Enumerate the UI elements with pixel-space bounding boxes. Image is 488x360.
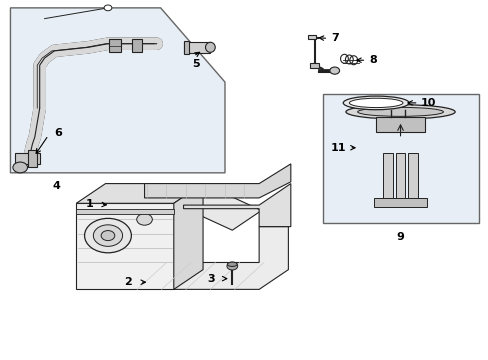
Polygon shape	[183, 184, 290, 226]
Bar	[307, 35, 315, 39]
Polygon shape	[10, 8, 224, 173]
Text: 4: 4	[53, 181, 61, 191]
Polygon shape	[127, 226, 288, 289]
Text: 7: 7	[330, 33, 338, 43]
Circle shape	[84, 219, 131, 253]
Bar	[322, 94, 478, 223]
Polygon shape	[76, 184, 203, 203]
Polygon shape	[144, 164, 290, 198]
Ellipse shape	[357, 107, 443, 116]
Bar	[375, 117, 424, 132]
Ellipse shape	[205, 42, 215, 52]
Circle shape	[329, 67, 339, 74]
Text: 1: 1	[85, 199, 93, 210]
Ellipse shape	[343, 96, 408, 110]
Ellipse shape	[345, 105, 454, 119]
Text: 2: 2	[124, 277, 132, 287]
Bar	[310, 63, 319, 68]
Circle shape	[104, 5, 112, 11]
Polygon shape	[173, 184, 261, 230]
Bar	[27, 149, 37, 167]
Bar	[407, 153, 417, 202]
Circle shape	[101, 230, 115, 240]
Circle shape	[13, 162, 27, 173]
Bar	[132, 39, 142, 52]
Text: 5: 5	[191, 59, 199, 69]
Text: 6: 6	[54, 129, 62, 138]
Text: 11: 11	[330, 143, 345, 153]
Text: 9: 9	[396, 232, 404, 242]
Circle shape	[93, 225, 122, 246]
Polygon shape	[173, 184, 203, 289]
Bar	[76, 209, 173, 214]
Bar	[109, 39, 121, 52]
Bar	[373, 198, 427, 207]
Bar	[383, 153, 392, 202]
Ellipse shape	[227, 262, 237, 266]
Polygon shape	[76, 203, 173, 289]
Bar	[15, 153, 40, 164]
Bar	[395, 153, 405, 202]
Text: 8: 8	[368, 55, 376, 65]
Bar	[183, 41, 189, 54]
Text: 3: 3	[207, 274, 215, 284]
Text: 10: 10	[420, 98, 435, 108]
Bar	[183, 42, 210, 53]
Ellipse shape	[348, 98, 402, 108]
Circle shape	[226, 262, 237, 270]
Circle shape	[137, 214, 152, 225]
